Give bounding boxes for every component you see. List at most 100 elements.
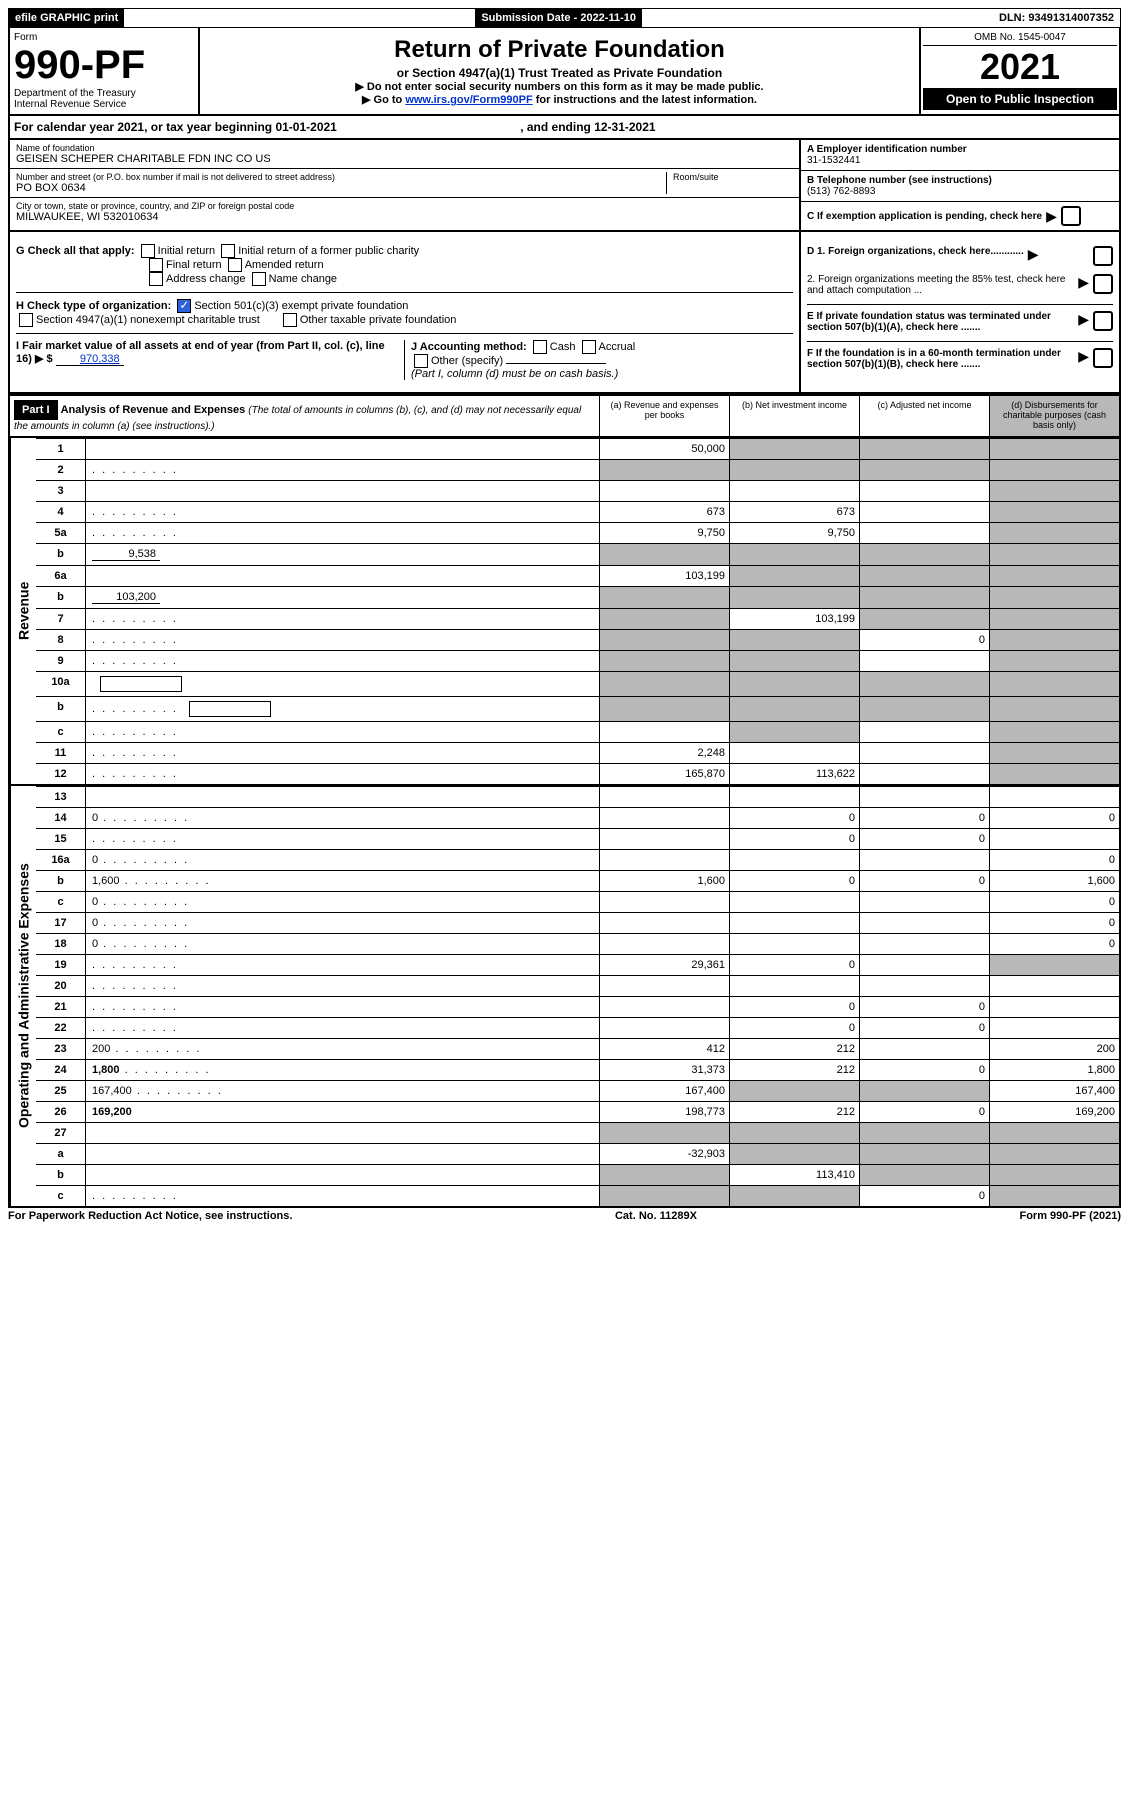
cell-b: [729, 933, 859, 954]
line-desc: [86, 786, 599, 807]
cell-a: [599, 912, 729, 933]
footer-mid: Cat. No. 11289X: [615, 1210, 697, 1222]
line-desc: [86, 696, 599, 721]
j-accrual-checkbox[interactable]: [582, 340, 596, 354]
tax-year: 2021: [923, 46, 1117, 88]
cell-a: [599, 671, 729, 696]
cell-c: [859, 1122, 989, 1143]
arrow-icon: ▶: [1078, 311, 1089, 328]
open-public: Open to Public Inspection: [923, 88, 1117, 110]
g-initial-checkbox[interactable]: [141, 244, 155, 258]
h-501c3: Section 501(c)(3) exempt private foundat…: [194, 300, 408, 312]
e-checkbox[interactable]: [1093, 311, 1113, 331]
cell-c: 0: [859, 1185, 989, 1206]
cell-a: [599, 586, 729, 608]
cell-d: [989, 1017, 1119, 1038]
d1-checkbox[interactable]: [1093, 246, 1113, 266]
h-501c3-checkbox[interactable]: [177, 299, 191, 313]
g-address-checkbox[interactable]: [149, 272, 163, 286]
cell-a: 103,199: [599, 565, 729, 586]
foundation-name-cell: Name of foundation GEISEN SCHEPER CHARIT…: [10, 140, 799, 169]
cell-d: [989, 522, 1119, 543]
line-desc: [86, 954, 599, 975]
h-4947: Section 4947(a)(1) nonexempt charitable …: [36, 314, 260, 326]
arrow-icon: ▶: [1078, 274, 1089, 291]
line-desc: [86, 1122, 599, 1143]
form-label: Form: [14, 32, 194, 43]
cell-b: 103,199: [729, 608, 859, 629]
cell-b: [729, 586, 859, 608]
cell-c: 0: [859, 807, 989, 828]
line-desc: [86, 565, 599, 586]
line-num: 8: [36, 629, 86, 650]
cell-a: [599, 807, 729, 828]
cell-a: 2,248: [599, 742, 729, 763]
irs-link[interactable]: www.irs.gov/Form990PF: [405, 94, 532, 106]
g-name-checkbox[interactable]: [252, 272, 266, 286]
cal-end: 12-31-2021: [594, 120, 655, 134]
line-num: 1: [36, 438, 86, 459]
cell-c: [859, 438, 989, 459]
cell-b: [729, 849, 859, 870]
cell-c: [859, 565, 989, 586]
j-cash: Cash: [550, 341, 576, 353]
line-desc: 0: [86, 912, 599, 933]
cell-a: [599, 933, 729, 954]
j-other-checkbox[interactable]: [414, 354, 428, 368]
cell-b: [729, 786, 859, 807]
info-right: A Employer identification number 31-1532…: [799, 140, 1119, 230]
cell-d: 0: [989, 807, 1119, 828]
calendar-year-row: For calendar year 2021, or tax year begi…: [8, 116, 1121, 140]
i-value[interactable]: 970,338: [56, 353, 124, 366]
h-other-checkbox[interactable]: [283, 313, 297, 327]
cell-a: [599, 1164, 729, 1185]
revenue-table: Revenue 150,0002346736735a9,7509,750b 9,…: [8, 438, 1121, 786]
g-opt-3: Amended return: [245, 259, 324, 271]
cell-a: [599, 696, 729, 721]
line-num: 24: [36, 1059, 86, 1080]
g-final-checkbox[interactable]: [149, 258, 163, 272]
g-amended-checkbox[interactable]: [228, 258, 242, 272]
col-b-head: (b) Net investment income: [729, 396, 859, 436]
d2-checkbox[interactable]: [1093, 274, 1113, 294]
part1-title-cell: Part I Analysis of Revenue and Expenses …: [10, 396, 599, 436]
h-4947-checkbox[interactable]: [19, 313, 33, 327]
j-cash-checkbox[interactable]: [533, 340, 547, 354]
cell-d: 0: [989, 912, 1119, 933]
line-num: 20: [36, 975, 86, 996]
omb-number: OMB No. 1545-0047: [923, 30, 1117, 46]
cell-a: [599, 459, 729, 480]
cell-c: [859, 721, 989, 742]
form-number-box: Form 990-PF Department of the Treasury I…: [10, 28, 200, 114]
cell-a: [599, 650, 729, 671]
info-left: Name of foundation GEISEN SCHEPER CHARIT…: [10, 140, 799, 230]
cal-begin: 01-01-2021: [275, 120, 336, 134]
cell-b: [729, 721, 859, 742]
g-initial-former-checkbox[interactable]: [221, 244, 235, 258]
cell-d: [989, 629, 1119, 650]
cell-b: 9,750: [729, 522, 859, 543]
year-box: OMB No. 1545-0047 2021 Open to Public In…: [919, 28, 1119, 114]
efile-label: efile GRAPHIC print: [9, 9, 124, 27]
cell-b: [729, 1185, 859, 1206]
cell-d: [989, 1164, 1119, 1185]
cell-d: [989, 828, 1119, 849]
cell-c: [859, 522, 989, 543]
g-row: G Check all that apply: Initial return I…: [16, 244, 793, 286]
h-other: Other taxable private foundation: [300, 314, 457, 326]
d2-item: 2. Foreign organizations meeting the 85%…: [807, 274, 1113, 296]
cell-c: [859, 696, 989, 721]
cell-b: [729, 543, 859, 565]
line-num: 10a: [36, 671, 86, 696]
c-checkbox[interactable]: [1061, 206, 1081, 226]
cell-c: [859, 459, 989, 480]
line-num: 4: [36, 501, 86, 522]
line-num: 16a: [36, 849, 86, 870]
line-desc: 9,538: [86, 543, 599, 565]
cell-d: [989, 1143, 1119, 1164]
phone-cell: B Telephone number (see instructions) (5…: [801, 171, 1119, 202]
cell-d: 167,400: [989, 1080, 1119, 1101]
line-desc: [86, 1017, 599, 1038]
f-checkbox[interactable]: [1093, 348, 1113, 368]
cell-d: [989, 671, 1119, 696]
